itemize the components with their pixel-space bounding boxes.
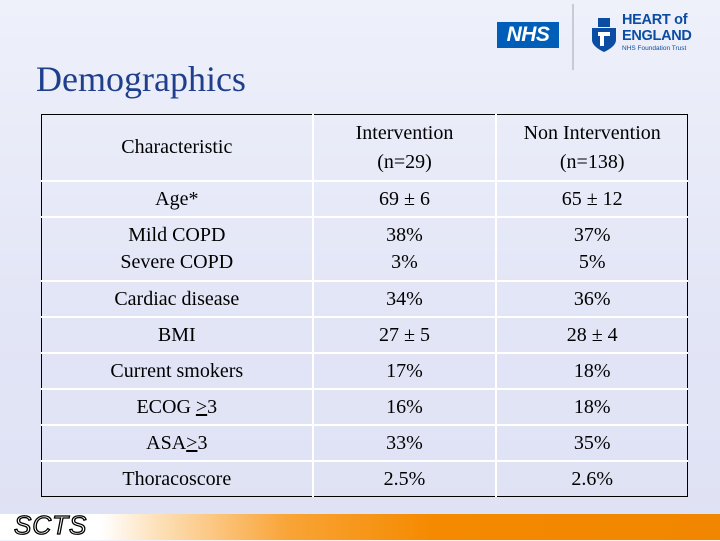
row-label-prefix: ASA [146,431,187,454]
row-label-line2: Severe COPD [120,251,234,273]
header-intervention-label: Intervention [355,121,454,144]
non-intervention-value: 37% 5% [495,215,688,281]
non-intervention-value: 36% [495,279,688,317]
nhs-logo: NHS [497,22,559,48]
row-label: Cardiac disease [41,279,313,317]
intervention-value: 38% 3% [311,215,497,281]
scts-logo: SCTS [13,509,88,540]
table-row: Cardiac disease 34% 36% [41,279,688,317]
table-row: Age* 69 ± 6 65 ± 12 [41,179,688,217]
row-label: ASA>3 [41,423,313,461]
intervention-value: 2.5% [311,459,497,497]
trust-name-line1: HEART of [622,12,688,28]
header-characteristic: Characteristic [121,136,233,159]
non-intervention-value: 2.6% [495,459,688,497]
non-intervention-value-line2: 5% [578,251,606,273]
row-label-suffix: 3 [207,395,218,418]
intervention-value: 17% [311,351,497,389]
trust-emblem-icon [592,18,616,52]
non-intervention-value-line1: 37% [573,224,611,246]
header-intervention: Intervention (n=29) [311,114,497,181]
intervention-value-line2: 3% [391,251,418,273]
row-label: Thoracoscore [41,459,313,497]
intervention-value-line1: 38% [386,224,423,246]
table-row: ECOG >3 16% 18% [41,387,688,425]
row-label: BMI [41,315,313,353]
table-row: Thoracoscore 2.5% 2.6% [41,459,688,497]
intervention-value: 33% [311,423,497,461]
table-row: BMI 27 ± 5 28 ± 4 [41,315,688,353]
intervention-value: 34% [311,279,497,317]
header-non-intervention-n: (n=138) [559,150,625,173]
table-row: ASA>3 33% 35% [41,423,688,461]
row-label-line1: Mild COPD [128,224,226,246]
row-label: Current smokers [41,351,313,389]
trust-name-line3: NHS Foundation Trust [622,45,687,52]
header-intervention-n: (n=29) [377,150,432,173]
row-label: Mild COPD Severe COPD [41,215,313,281]
heart-of-england-logo: HEART of ENGLAND NHS Foundation Trust [590,12,715,62]
non-intervention-value: 35% [495,423,688,461]
header-non-intervention: Non Intervention (n=138) [495,114,688,181]
non-intervention-value: 18% [495,387,688,425]
logo-divider [572,4,574,70]
intervention-value: 27 ± 5 [311,315,497,353]
table-row: Current smokers 17% 18% [41,351,688,389]
row-label-suffix: 3 [197,431,208,454]
slide-title: Demographics [36,59,246,99]
demographics-table: Characteristic Intervention (n=29) Non I… [41,114,688,497]
intervention-value: 69 ± 6 [311,179,497,217]
intervention-value: 16% [311,387,497,425]
greater-equal-symbol: > [186,431,198,454]
row-label: ECOG >3 [41,387,313,425]
non-intervention-value: 65 ± 12 [495,179,688,217]
footer-gradient-bar [0,514,720,540]
non-intervention-value: 28 ± 4 [495,315,688,353]
table-header-row: Characteristic Intervention (n=29) Non I… [42,114,688,181]
header-non-intervention-label: Non Intervention [523,121,661,144]
table-row: Mild COPD Severe COPD 38% 3% 37% 5% [41,215,688,281]
non-intervention-value: 18% [495,351,688,389]
row-label: Age* [41,179,313,217]
trust-name-line2: ENGLAND [622,28,692,44]
greater-equal-symbol: > [195,395,208,418]
row-label-prefix: ECOG [136,395,196,418]
